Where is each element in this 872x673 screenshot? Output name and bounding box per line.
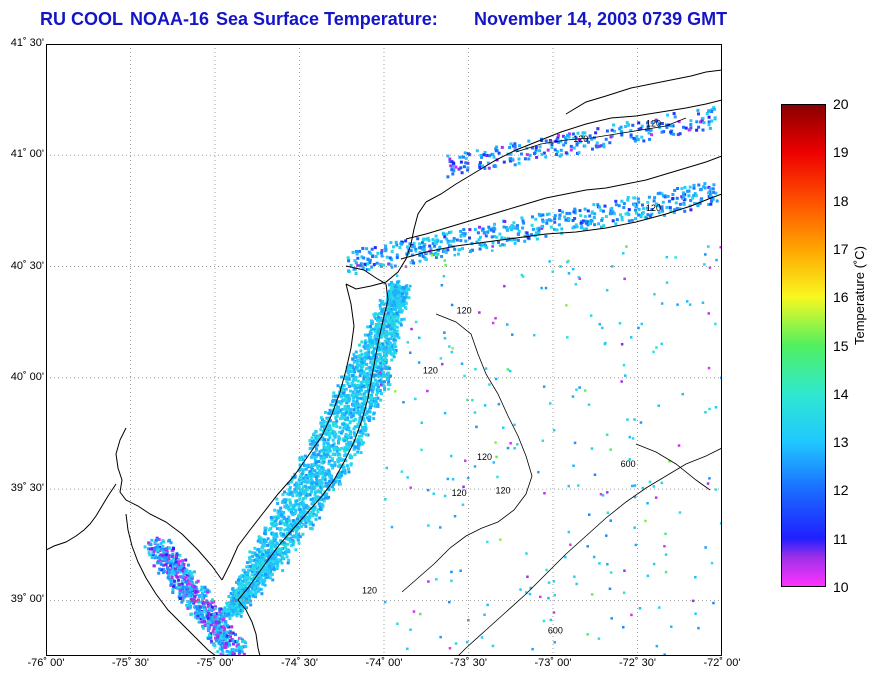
isobaths — [401, 117, 722, 656]
coastline-long-island — [405, 155, 722, 240]
temperature-colorbar — [781, 104, 826, 587]
colorbar-tick-label: 15 — [833, 337, 849, 354]
coastline-delaware-west — [46, 483, 117, 551]
colorbar-gradient — [781, 104, 826, 587]
coastline — [46, 69, 722, 656]
sst-pixels — [143, 106, 722, 656]
colorbar-tick-label: 18 — [833, 192, 849, 209]
longitude-tick-label: -76˚ 00' — [27, 657, 65, 669]
isobath-label: 120 — [362, 586, 377, 596]
coastline-cape-may — [237, 599, 261, 656]
coastline-long-island-south — [400, 193, 722, 260]
latitude-tick-label: 40˚ 00' — [10, 370, 44, 383]
map-frame — [46, 44, 722, 656]
colorbar-tick-label: 16 — [833, 289, 849, 306]
graticule — [46, 44, 722, 656]
coastline-delaware-bay — [115, 427, 223, 581]
latitude-tick-label: 39˚ 30' — [10, 482, 44, 495]
isobath-120-lis — [515, 117, 687, 153]
colorbar-tick-label: 20 — [833, 96, 849, 112]
isobath-120-shelf — [401, 313, 533, 593]
map-title: RU COOL NOAA-16 Sea Surface Temperature:… — [0, 6, 872, 32]
isobath-label: 600 — [621, 459, 636, 469]
colorbar-label: Temperature (˚C) — [852, 246, 867, 345]
colorbar-tick-label: 13 — [833, 434, 849, 451]
longitude-tick-label: -73˚ 30' — [450, 657, 487, 669]
longitude-tick-label: -75˚ 00' — [196, 657, 234, 669]
colorbar-tick-label: 11 — [833, 530, 848, 547]
longitude-tick-label: -73˚ 00' — [534, 657, 572, 669]
colorbar-tick-label: 14 — [833, 385, 849, 402]
isobath-label: 120 — [477, 452, 492, 462]
coastline-nj-inner — [221, 283, 355, 581]
sst-map: 120 120 120 120 120 120 120 120 120 600 600 — [46, 44, 722, 656]
isobath-label: 120 — [457, 305, 472, 315]
coastline-connecticut — [565, 69, 722, 115]
title-org: RU COOL — [40, 9, 123, 29]
isobath-label: 120 — [423, 365, 438, 375]
isobath-label: 120 — [646, 118, 661, 128]
longitude-tick-label: -75˚ 30' — [112, 657, 149, 669]
isobath-600-east — [635, 443, 711, 491]
isobath-label: 120 — [646, 203, 661, 213]
map-canvas: 120 120 120 120 120 120 120 120 120 600 600 — [46, 44, 722, 656]
latitude-tick-label: 40˚ 30' — [10, 259, 44, 272]
latitude-tick-label: 41˚ 00' — [10, 148, 44, 161]
latitude-tick-label: 41˚ 30' — [10, 37, 44, 49]
isobath-600 — [457, 447, 722, 656]
longitude-tick-label: -74˚ 30' — [281, 657, 318, 669]
isobath-label: 120 — [496, 486, 511, 496]
title-satellite: NOAA-16 — [130, 9, 210, 29]
coastline-nj-north — [237, 265, 389, 601]
coastline-delmarva — [125, 513, 217, 656]
isobath-label: 120 — [573, 134, 588, 144]
longitude-tick-label: -74˚ 00' — [365, 657, 403, 669]
isobath-label: 120 — [452, 488, 467, 498]
colorbar-tick-label: 17 — [833, 240, 849, 257]
isobath-labels: 120 120 120 120 120 120 120 120 120 600 600 — [362, 118, 661, 635]
title-product: Sea Surface Temperature: — [216, 9, 438, 29]
longitude-tick-label: -72˚ 30' — [619, 657, 656, 669]
colorbar-tick-label: 19 — [833, 144, 849, 161]
latitude-tick-label: 39˚ 00' — [10, 593, 44, 606]
colorbar-tick-label: 10 — [833, 579, 849, 595]
title-datetime: November 14, 2003 0739 GMT — [474, 9, 728, 29]
colorbar-tick-label: 12 — [833, 482, 849, 499]
isobath-label: 600 — [548, 626, 563, 636]
longitude-tick-label: -72˚ 00' — [703, 657, 741, 669]
coastline-ct-shore — [425, 99, 722, 203]
coastline-hudson — [345, 201, 427, 290]
